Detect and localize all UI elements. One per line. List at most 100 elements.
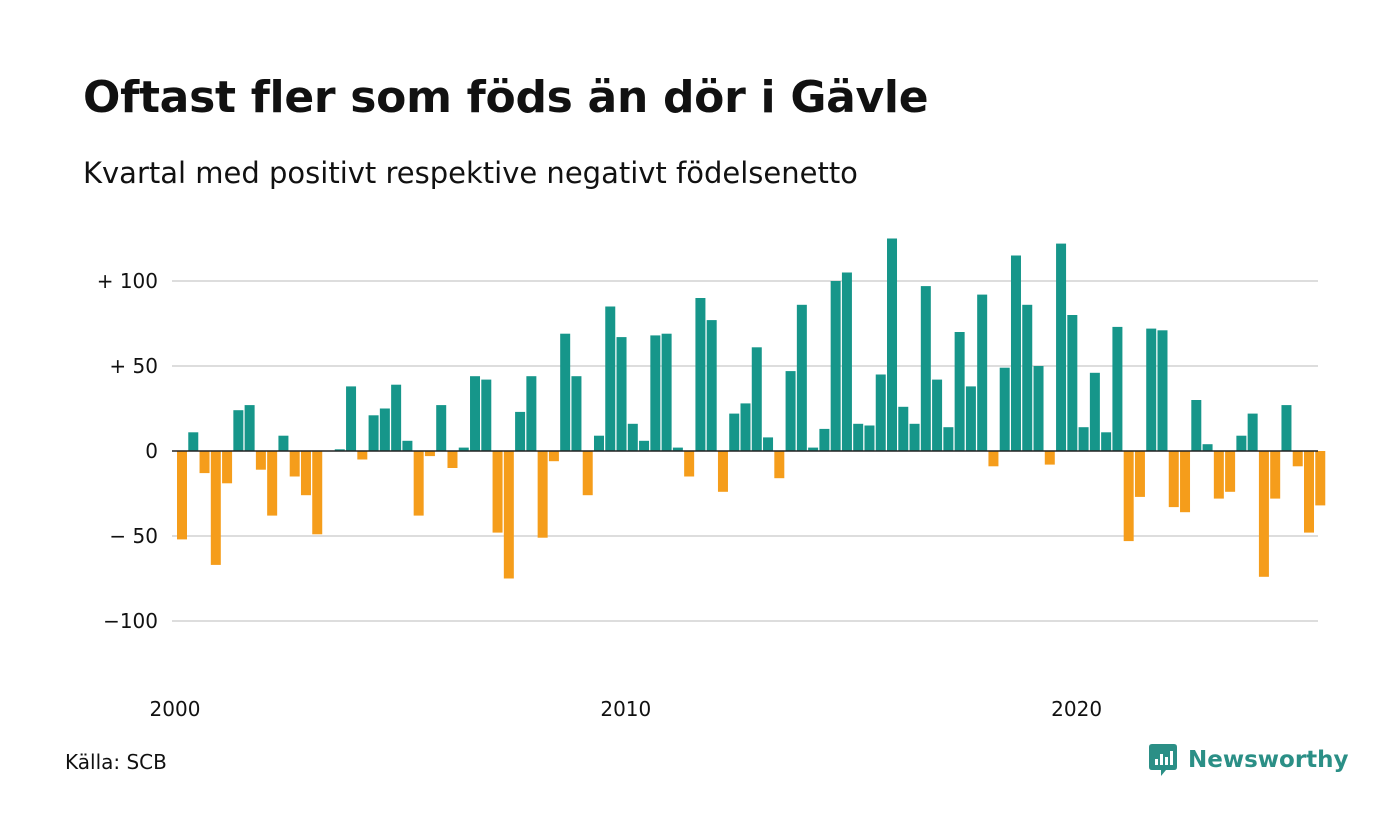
- bar: [819, 428, 830, 451]
- bar: [1134, 451, 1145, 497]
- bar: [605, 306, 616, 451]
- bar: [1010, 255, 1021, 451]
- bar: [932, 379, 943, 451]
- bar: [470, 376, 481, 451]
- x-tick-label: 2000: [150, 697, 201, 721]
- bar: [1315, 451, 1326, 506]
- x-axis-labels: 2000 2010 2020: [150, 697, 1103, 721]
- y-tick-label: − 50: [109, 524, 158, 548]
- bar: [627, 423, 638, 451]
- bar: [267, 451, 278, 516]
- bar: [1101, 432, 1112, 451]
- bar: [785, 371, 796, 451]
- bar: [717, 451, 728, 492]
- bar: [616, 337, 627, 451]
- bar: [402, 440, 413, 451]
- bar: [661, 333, 672, 451]
- bar: [391, 384, 402, 451]
- bar: [1225, 451, 1236, 492]
- bar: [639, 440, 650, 451]
- bar: [920, 286, 931, 451]
- bar: [751, 347, 762, 451]
- bar: [1168, 451, 1179, 508]
- bar: [999, 367, 1010, 451]
- bar: [1213, 451, 1224, 499]
- bar: [706, 320, 717, 451]
- bar: [222, 451, 233, 484]
- bar: [571, 376, 582, 451]
- bar: [1281, 405, 1292, 451]
- bar: [1123, 451, 1134, 542]
- bar: [864, 425, 875, 451]
- bar: [740, 403, 751, 451]
- bar: [503, 451, 514, 579]
- bar: [1089, 372, 1100, 451]
- bar: [1236, 435, 1247, 451]
- brand-logo[interactable]: Newsworthy: [1148, 742, 1349, 778]
- bar: [188, 432, 199, 451]
- bar: [334, 449, 345, 451]
- bar: [492, 451, 503, 533]
- y-axis-labels: + 100 + 50 0 − 50 −100: [97, 269, 158, 633]
- bar: [1078, 427, 1089, 451]
- bar: [977, 294, 988, 451]
- bar: [368, 415, 379, 451]
- chart-title: Oftast fler som föds än dör i Gävle: [83, 72, 929, 123]
- bar: [1044, 451, 1055, 465]
- x-tick-label: 2020: [1051, 697, 1102, 721]
- bar: [526, 376, 537, 451]
- bar: [357, 451, 368, 460]
- bar: [582, 451, 593, 496]
- bar: [1157, 330, 1168, 451]
- newsworthy-logo-icon: [1148, 742, 1178, 778]
- bar: [436, 405, 447, 451]
- bar: [1146, 328, 1157, 451]
- bar: [1247, 413, 1258, 451]
- bar: [255, 451, 266, 470]
- bar: [1022, 304, 1033, 451]
- bar: [898, 406, 909, 451]
- bar: [1056, 243, 1067, 451]
- bar: [210, 451, 221, 565]
- bar: [988, 451, 999, 467]
- bar: [875, 374, 886, 451]
- bar: [774, 451, 785, 479]
- bar: [672, 447, 683, 451]
- bar: [909, 423, 920, 451]
- bar: [481, 379, 492, 451]
- y-tick-label: 0: [145, 439, 158, 463]
- bar: [312, 451, 323, 535]
- bar: [796, 304, 807, 451]
- bar: [413, 451, 424, 516]
- bar: [943, 427, 954, 451]
- bar: [199, 451, 210, 474]
- bar: [289, 451, 300, 477]
- bar: [1270, 451, 1281, 499]
- bar: [447, 451, 458, 468]
- bar: [1191, 400, 1202, 451]
- bar: [1202, 444, 1213, 451]
- bar: [1304, 451, 1314, 533]
- bar: [515, 411, 526, 451]
- bar: [593, 435, 604, 451]
- brand-name: Newsworthy: [1188, 747, 1349, 773]
- y-tick-label: + 100: [97, 269, 158, 293]
- y-tick-label: + 50: [109, 354, 158, 378]
- bar: [548, 451, 559, 462]
- bar: [177, 451, 187, 540]
- bar: [853, 423, 864, 451]
- bar: [458, 447, 469, 451]
- bar: [346, 386, 357, 451]
- bar: [954, 332, 965, 451]
- bar: [244, 405, 255, 451]
- bar: [1112, 326, 1123, 451]
- y-tick-label: −100: [103, 609, 158, 633]
- bar: [379, 408, 390, 451]
- x-tick-label: 2010: [600, 697, 651, 721]
- bar: [278, 435, 289, 451]
- bar: [763, 437, 774, 451]
- bar: [537, 451, 548, 538]
- bar: [424, 451, 435, 457]
- bar: [887, 238, 898, 451]
- bar: [650, 335, 661, 451]
